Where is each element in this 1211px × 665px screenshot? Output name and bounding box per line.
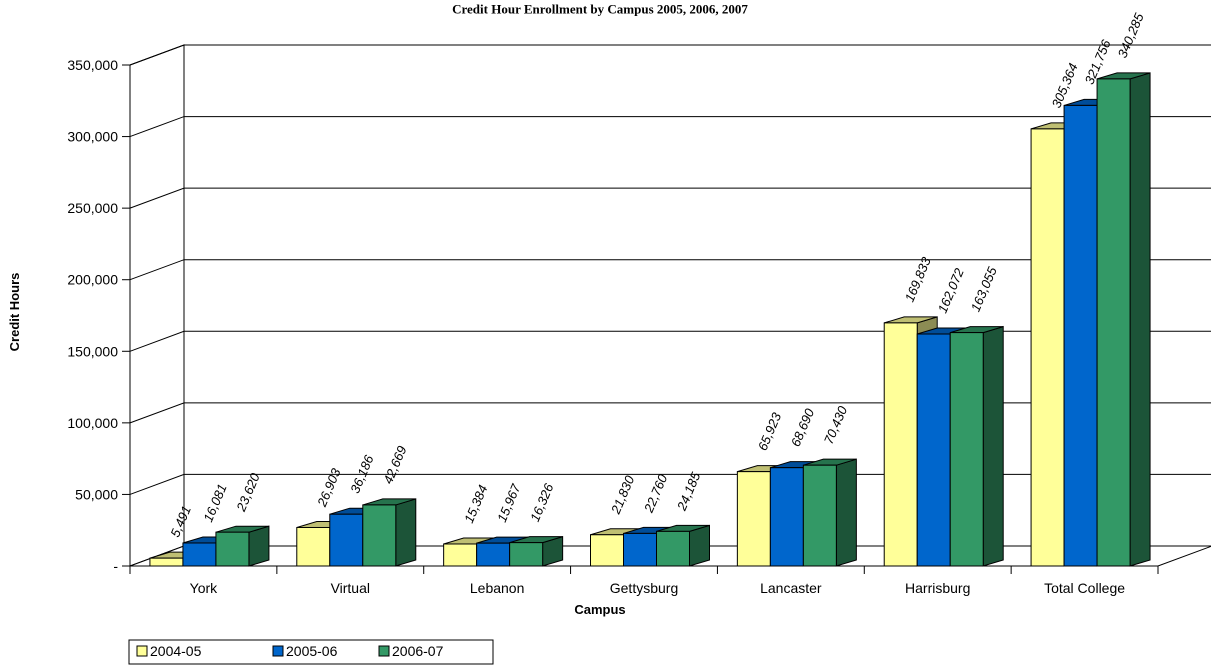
x-tick-label: Gettysburg xyxy=(610,580,678,596)
gridline xyxy=(129,187,1211,209)
x-tick-label: Harrisburg xyxy=(905,580,970,596)
legend-label: 2006-07 xyxy=(392,643,444,659)
x-axis-ticks: York Virtual Lebanon Gettysburg Lancaster Har… xyxy=(129,565,1159,596)
bar-front xyxy=(949,332,984,567)
x-axis-title: Campus xyxy=(574,602,625,617)
bar-front xyxy=(1096,78,1131,567)
bar xyxy=(1096,72,1151,567)
legend-item: 2005-06 xyxy=(272,643,338,659)
y-tick-label: 200,000 xyxy=(67,272,118,288)
bars xyxy=(149,72,1151,567)
bar-front xyxy=(149,557,184,567)
legend-box xyxy=(128,639,494,665)
legend-label: 2005-06 xyxy=(286,643,338,659)
bar-front xyxy=(509,542,544,567)
side-wall xyxy=(129,44,185,567)
bar-front xyxy=(329,513,364,567)
gridline xyxy=(129,402,1211,424)
legend-item: 2004-05 xyxy=(136,643,202,659)
bar-front xyxy=(296,526,331,567)
legend: 2004-05 2005-06 2006-07 xyxy=(128,639,494,665)
legend-swatch xyxy=(272,645,284,657)
bar-front xyxy=(182,542,217,567)
bar xyxy=(802,458,857,567)
bar-front xyxy=(656,530,690,567)
bar-front xyxy=(623,532,657,567)
bar xyxy=(362,498,417,567)
y-tick-label: 350,000 xyxy=(67,57,118,73)
y-tick-label: 50,000 xyxy=(75,486,118,502)
legend-swatch xyxy=(378,645,390,657)
y-axis-ticks: - 50,000 100,000 150,000 200,000 250,000 300,0… xyxy=(67,57,130,574)
bar-front xyxy=(883,322,918,567)
bar-front xyxy=(1063,104,1098,567)
y-tick-label: 100,000 xyxy=(67,415,118,431)
legend-swatch xyxy=(136,645,148,657)
bar-front xyxy=(443,543,478,567)
chart-title: Credit Hour Enrollment by Campus 2005, 2… xyxy=(452,2,748,17)
bar xyxy=(215,525,270,567)
bar-front xyxy=(362,504,397,567)
x-tick-label: Virtual xyxy=(331,580,370,596)
bar-front xyxy=(476,542,511,567)
gridline xyxy=(129,44,1211,66)
y-tick-label: 300,000 xyxy=(67,129,118,145)
bar-front xyxy=(736,471,771,567)
legend-label: 2004-05 xyxy=(150,643,202,659)
legend-item: 2006-07 xyxy=(378,643,444,659)
bar-front xyxy=(1030,128,1065,567)
gridline xyxy=(129,116,1211,138)
bar xyxy=(509,535,564,567)
x-tick-label: Lancaster xyxy=(760,580,822,596)
bar-side xyxy=(835,458,857,567)
bar xyxy=(949,325,1004,567)
bar xyxy=(656,524,710,567)
y-axis-title: Credit Hours xyxy=(7,273,22,352)
y-tick-label: 250,000 xyxy=(67,200,118,216)
bar-front xyxy=(916,333,951,567)
bar-side xyxy=(982,325,1004,567)
x-tick-label: York xyxy=(190,580,219,596)
x-tick-label: Total College xyxy=(1044,580,1125,596)
gridline xyxy=(129,259,1211,281)
bar-side xyxy=(248,525,270,567)
gridline xyxy=(129,473,1211,495)
bar-front xyxy=(769,467,804,567)
bar-front xyxy=(802,464,837,567)
gridline xyxy=(129,330,1211,352)
y-tick-label: - xyxy=(113,558,118,574)
bar-side xyxy=(395,498,417,567)
bar-side xyxy=(689,524,710,567)
bar-front xyxy=(215,531,250,567)
bar-side xyxy=(1129,72,1151,567)
bar-front xyxy=(590,534,624,567)
y-tick-label: 150,000 xyxy=(67,343,118,359)
x-tick-label: Lebanon xyxy=(470,580,525,596)
